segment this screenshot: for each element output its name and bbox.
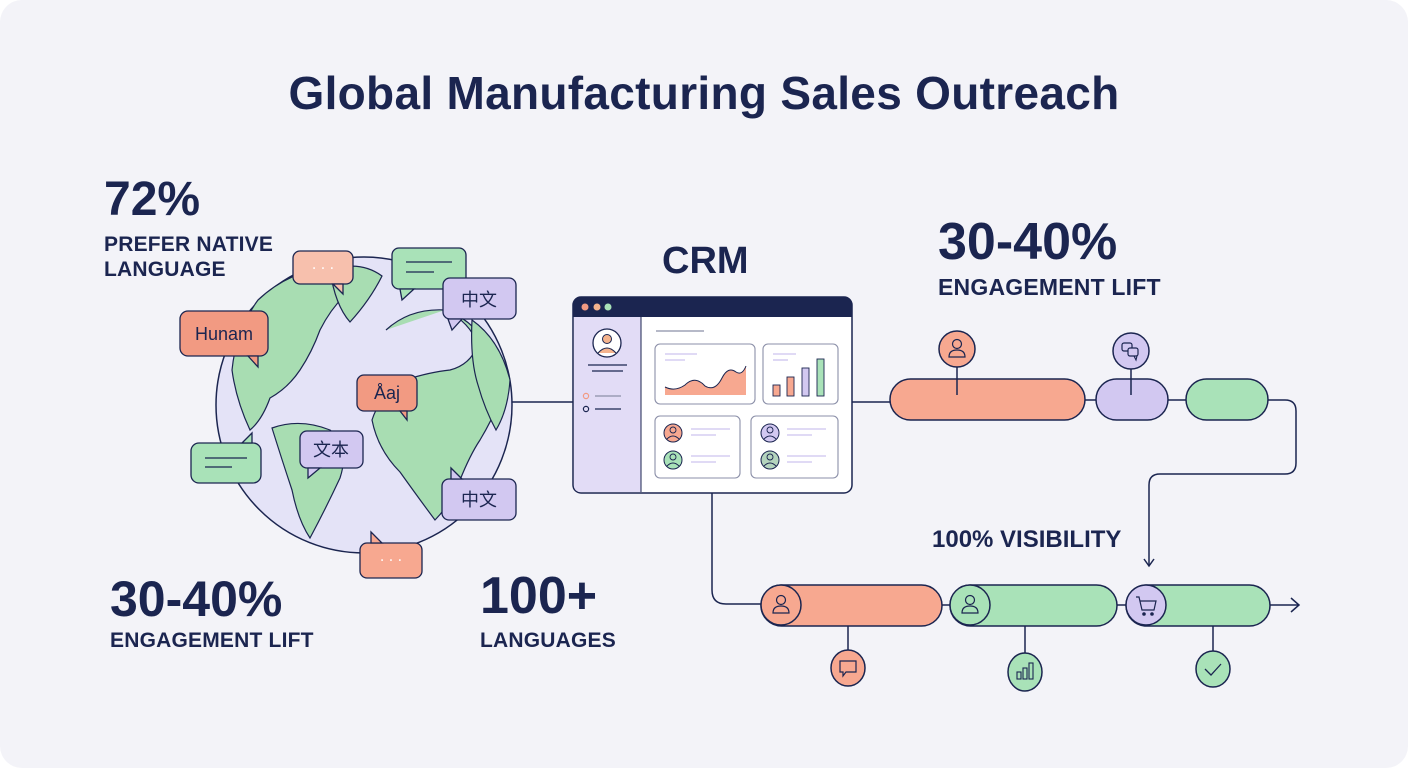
stat-native-language: 72% PREFER NATIVE LANGUAGE [104,176,273,282]
user-icon [949,584,991,626]
pipeline-stage-2 [1095,378,1169,421]
globe-illustration: · · · 中文 Hunam Åaj 文本 中文 · · · [179,247,517,579]
stat-value: 100+ [480,567,598,625]
window-dot-yellow [593,303,601,311]
bubble-text: 中文 [461,290,497,311]
stat-label: LANGUAGES [480,629,616,652]
pipeline-top [889,330,1269,421]
stat-label: ENGAGEMENT LIFT [938,274,1161,300]
stat-value: 30-40% [110,571,283,627]
connector-lines [508,399,1301,613]
window-dot-green [604,303,612,311]
user-icon [938,330,976,368]
stat-label-line2: LANGUAGE [104,258,226,282]
bubble-text: 文本 [313,440,349,461]
speech-bubble-chinese [442,277,517,332]
visibility-label: 100% VISIBILITY [932,526,1122,553]
stat-engagement-lift-left: 30-40% ENGAGEMENT LIFT [110,574,314,653]
window-dot-red [581,303,589,311]
bubble-text: Åaj [374,383,400,403]
speech-bubble-lines-left [190,431,262,484]
bubble-text: 中文 [461,490,497,511]
message-icon [830,649,866,687]
speech-bubble-aaj [356,374,418,422]
bubble-text: · · · [312,261,334,277]
bubble-text: Hunam [195,324,253,344]
cart-icon [1125,584,1167,626]
crm-label: CRM [662,240,749,282]
bubble-text: · · · [380,553,402,569]
speech-bubble-chinese-bottom [441,466,517,521]
pipeline-stage-1 [889,378,1086,421]
stat-value: 72% [104,173,201,226]
speech-bubble-wenben [299,430,364,480]
bar-chart-icon [1007,652,1043,692]
stat-languages: 100+ LANGUAGES [480,570,616,653]
pipeline-stage-3 [1185,378,1269,421]
stat-engagement-lift-right: 30-40% ENGAGEMENT LIFT [938,216,1161,302]
crm-window [572,296,853,494]
crm-sidebar [574,317,641,492]
stat-label: ENGAGEMENT LIFT [110,629,314,652]
chat-bubbles-icon [1112,332,1150,370]
avatar [592,328,622,358]
contacts-card-2 [750,415,839,479]
page-title: Global Manufacturing Sales Outreach [288,67,1120,119]
speech-bubble-ellipsis [292,250,354,296]
pipeline-bottom [760,584,1271,692]
stat-value: 30-40% [938,213,1118,271]
speech-bubble-hunam [179,310,269,369]
stat-label-line1: PREFER NATIVE [104,233,274,256]
user-icon [760,584,802,626]
check-icon [1195,650,1231,688]
speech-bubbles [179,247,517,579]
speech-bubble-ellipsis-bottom [359,530,423,579]
